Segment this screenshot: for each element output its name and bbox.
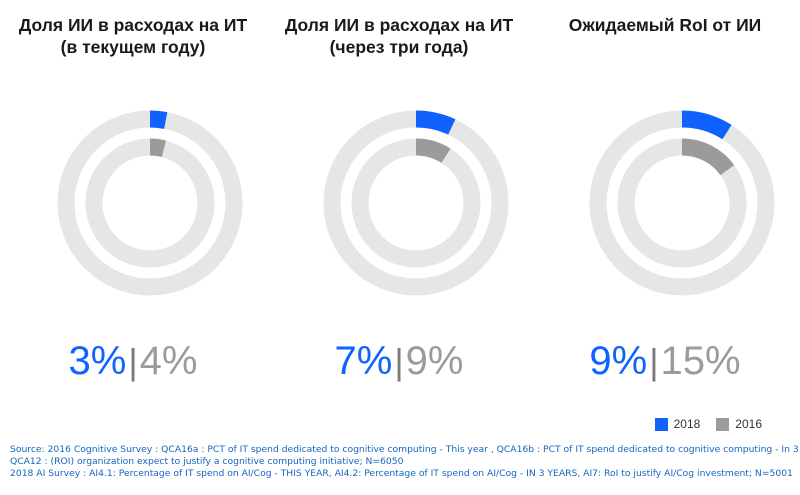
value-separator: |: [394, 341, 404, 382]
arc-2016: [149, 138, 167, 158]
donut-panel-2: Доля ИИ в расходах на ИТ (через три года…: [266, 0, 532, 400]
legend-item-2018: 2018: [654, 417, 701, 431]
legend-label: 2016: [735, 417, 762, 431]
legend-swatch: [716, 417, 730, 431]
value-2016: 9%: [405, 339, 464, 383]
value-2016: 4%: [139, 339, 198, 383]
chart-title: Ожидаемый RoI от ИИ: [568, 15, 762, 35]
donut-panel-3: Ожидаемый RoI от ИИ 9%|15%: [532, 0, 798, 400]
value-labels: 3%|4%: [0, 336, 266, 387]
source-line: 2018 AI Survey : AI4.1: Percentage of IT…: [10, 468, 793, 480]
donut-chart: [57, 110, 243, 296]
source-note: Source: 2016 Cognitive Survey : QCA16a :…: [10, 444, 800, 481]
legend-item-2016: 2016: [716, 417, 762, 431]
chart-title: Доля ИИ в расходах на ИТ (в текущем году…: [18, 15, 248, 57]
donut-panel-1: Доля ИИ в расходах на ИТ (в текущем году…: [0, 0, 266, 400]
source-line: Source: 2016 Cognitive Survey : QCA16a :…: [10, 444, 800, 455]
value-2018: 9%: [589, 339, 648, 383]
chart-title: Доля ИИ в расходах на ИТ (через три года…: [284, 15, 514, 57]
value-labels: 9%|15%: [532, 336, 798, 387]
donut-chart: [589, 110, 775, 296]
ring-track: [85, 138, 215, 268]
arc-2016: [415, 138, 451, 164]
value-2018: 7%: [334, 339, 393, 383]
value-2018: 3%: [68, 339, 127, 383]
value-2016: 15%: [660, 339, 741, 383]
legend-swatch: [654, 417, 668, 431]
legend: 2018 2016: [645, 417, 762, 431]
arc-2018: [149, 110, 168, 129]
arc-2018: [681, 110, 732, 140]
donut-chart: [323, 110, 509, 296]
value-separator: |: [649, 341, 659, 382]
value-separator: |: [128, 341, 138, 382]
legend-label: 2018: [673, 417, 701, 431]
arc-2016: [681, 138, 735, 176]
ring-track: [351, 138, 481, 268]
arc-2018: [415, 110, 456, 135]
value-labels: 7%|9%: [266, 336, 532, 387]
source-line: QCA12 : (ROI) organization expect to jus…: [10, 456, 404, 468]
